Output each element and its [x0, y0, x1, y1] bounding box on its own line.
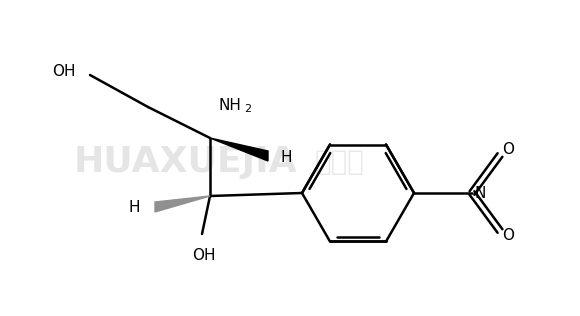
Text: H: H: [280, 149, 292, 165]
Text: OH: OH: [53, 64, 76, 78]
Text: 化学加: 化学加: [315, 148, 365, 176]
Text: OH: OH: [192, 248, 216, 263]
Text: O: O: [502, 143, 514, 157]
Text: N: N: [474, 186, 485, 202]
Text: HUAXUEJIA: HUAXUEJIA: [73, 145, 297, 179]
Text: ®: ®: [252, 145, 264, 159]
Text: O: O: [502, 228, 514, 244]
Text: H: H: [129, 200, 140, 216]
Text: NH: NH: [218, 98, 241, 112]
Polygon shape: [155, 196, 210, 212]
Text: 2: 2: [244, 104, 251, 114]
Polygon shape: [210, 138, 268, 161]
